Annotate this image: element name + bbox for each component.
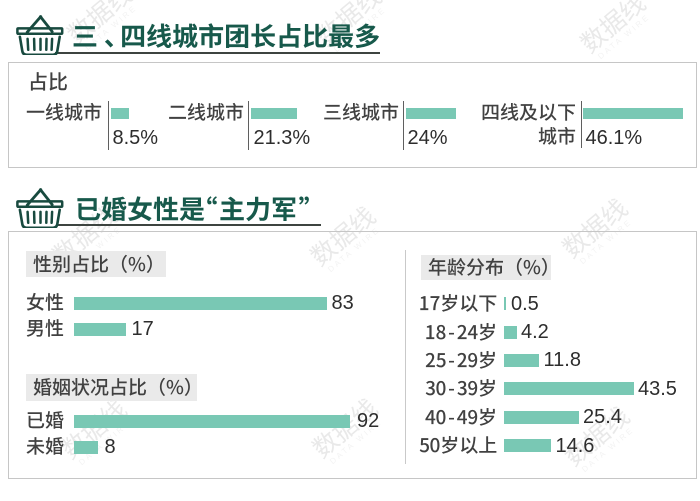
svg-text:DATA WIRE: DATA WIRE — [596, 12, 652, 61]
